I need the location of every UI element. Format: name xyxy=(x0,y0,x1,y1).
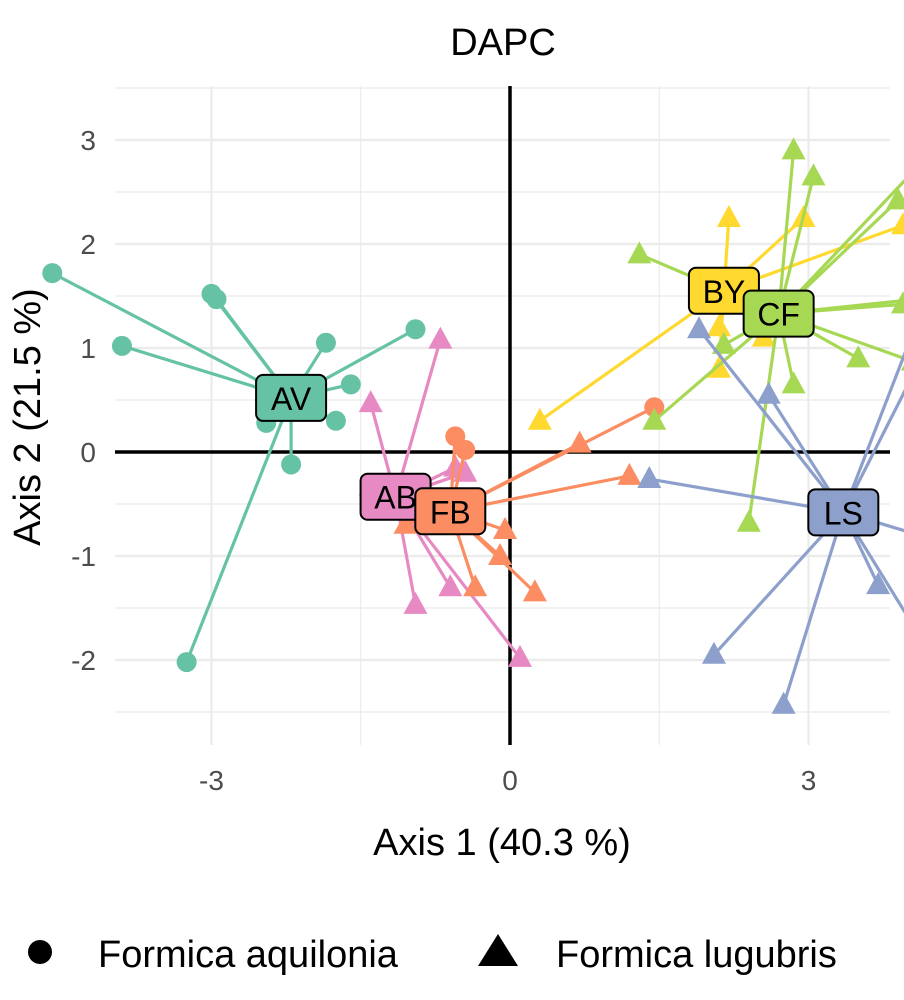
centroid-label-ls: LS xyxy=(807,488,880,537)
centroid-label-cf: CF xyxy=(742,289,815,338)
spoke-line xyxy=(697,328,845,514)
y-tick-label: 1 xyxy=(80,333,96,364)
spoke-line xyxy=(841,351,904,513)
legend-label-lugubris: Formica lugubris xyxy=(556,934,837,976)
point-triangle xyxy=(617,462,642,485)
centroid-label-text: LS xyxy=(824,495,863,531)
centroid-label-text: BY xyxy=(703,274,746,310)
point-circle xyxy=(340,374,361,395)
centroid-label-ab: AB xyxy=(359,472,432,521)
point-circle xyxy=(315,332,336,353)
point-circle xyxy=(405,319,426,340)
point-circle xyxy=(206,289,227,310)
spoke-line xyxy=(747,313,781,523)
legend-circle-marker xyxy=(28,940,52,964)
point-triangle xyxy=(866,572,891,595)
centroid-label-box xyxy=(807,488,880,537)
point-triangle xyxy=(886,187,904,210)
spoke-line xyxy=(841,388,904,514)
centroid-label-fb: FB xyxy=(414,487,487,536)
point-circle xyxy=(455,439,476,460)
point-circle xyxy=(325,410,346,431)
centroid-label-box xyxy=(255,373,328,422)
y-tick-label: 2 xyxy=(80,229,96,260)
spoke-line xyxy=(394,339,442,498)
point-triangle xyxy=(403,591,428,614)
point-triangle xyxy=(627,241,652,264)
point-triangle xyxy=(527,407,552,430)
point-triangle xyxy=(736,509,761,532)
point-triangle xyxy=(900,364,904,371)
point-circle xyxy=(176,652,197,673)
grid-lines xyxy=(115,86,890,745)
spoke-line xyxy=(777,178,904,315)
spoke-line xyxy=(842,510,904,533)
scatter-series xyxy=(42,137,904,714)
x-tick-label: 0 xyxy=(502,765,518,796)
point-triangle xyxy=(846,345,871,368)
point-triangle xyxy=(493,517,518,539)
centroid-label-by: BY xyxy=(687,266,760,315)
centroid-label-box xyxy=(414,487,487,536)
point-triangle xyxy=(716,205,741,227)
centroid-label-text: AV xyxy=(271,381,312,417)
y-axis-title: Axis 2 (21.5 %) xyxy=(7,288,49,546)
point-circle xyxy=(111,335,132,356)
point-triangle xyxy=(463,574,488,597)
point-triangle xyxy=(706,314,731,337)
point-triangle xyxy=(637,466,662,489)
x-axis-title: Axis 1 (40.3 %) xyxy=(373,822,631,864)
point-triangle xyxy=(393,511,418,534)
point-triangle xyxy=(687,316,712,339)
point-triangle xyxy=(438,574,463,597)
legend-label-aquilonia: Formica aquilonia xyxy=(98,934,399,976)
point-triangle xyxy=(891,291,904,314)
point-triangle xyxy=(756,381,781,404)
y-tick-label: 0 xyxy=(80,437,96,468)
y-tick-label: -2 xyxy=(71,645,96,676)
point-triangle xyxy=(701,641,726,664)
point-triangle xyxy=(781,371,806,394)
point-triangle xyxy=(428,326,453,349)
spoke-line xyxy=(185,397,293,663)
point-triangle xyxy=(771,691,796,714)
centroid-label-box xyxy=(742,289,815,338)
x-tick-label: -3 xyxy=(199,765,224,796)
chart-title: DAPC xyxy=(450,22,556,64)
centroid-label-text: AB xyxy=(374,480,417,516)
point-triangle xyxy=(642,407,667,430)
point-circle xyxy=(644,397,665,418)
point-circle xyxy=(281,454,302,475)
point-triangle xyxy=(801,163,826,186)
centroid-label-text: FB xyxy=(430,494,471,530)
spoke-line xyxy=(777,150,796,314)
point-circle xyxy=(42,263,63,284)
y-tick-label: -1 xyxy=(71,541,96,572)
point-triangle xyxy=(522,579,547,602)
point-triangle xyxy=(507,644,532,667)
legend: Formica aquilonia Formica lugubris xyxy=(28,934,837,976)
group-av xyxy=(42,263,426,673)
point-triangle xyxy=(781,137,806,160)
y-tick-label: 3 xyxy=(80,125,96,156)
group-labels: AV AB FB BY CF LS xyxy=(255,266,880,537)
spoke-line xyxy=(51,271,292,400)
x-tick-label: 3 xyxy=(801,765,817,796)
legend-triangle-marker xyxy=(478,934,518,966)
point-triangle xyxy=(358,390,383,413)
spoke-line xyxy=(841,511,904,614)
point-triangle xyxy=(711,331,736,354)
spoke-line xyxy=(782,511,845,706)
centroid-label-text: CF xyxy=(757,297,800,333)
point-triangle xyxy=(488,543,513,565)
reference-lines xyxy=(115,86,890,745)
point-triangle xyxy=(891,212,904,235)
tick-labels: -3 0 3 3 2 1 0 -1 -2 xyxy=(71,125,816,796)
point-triangle xyxy=(567,430,592,453)
centroid-label-av: AV xyxy=(255,373,328,422)
